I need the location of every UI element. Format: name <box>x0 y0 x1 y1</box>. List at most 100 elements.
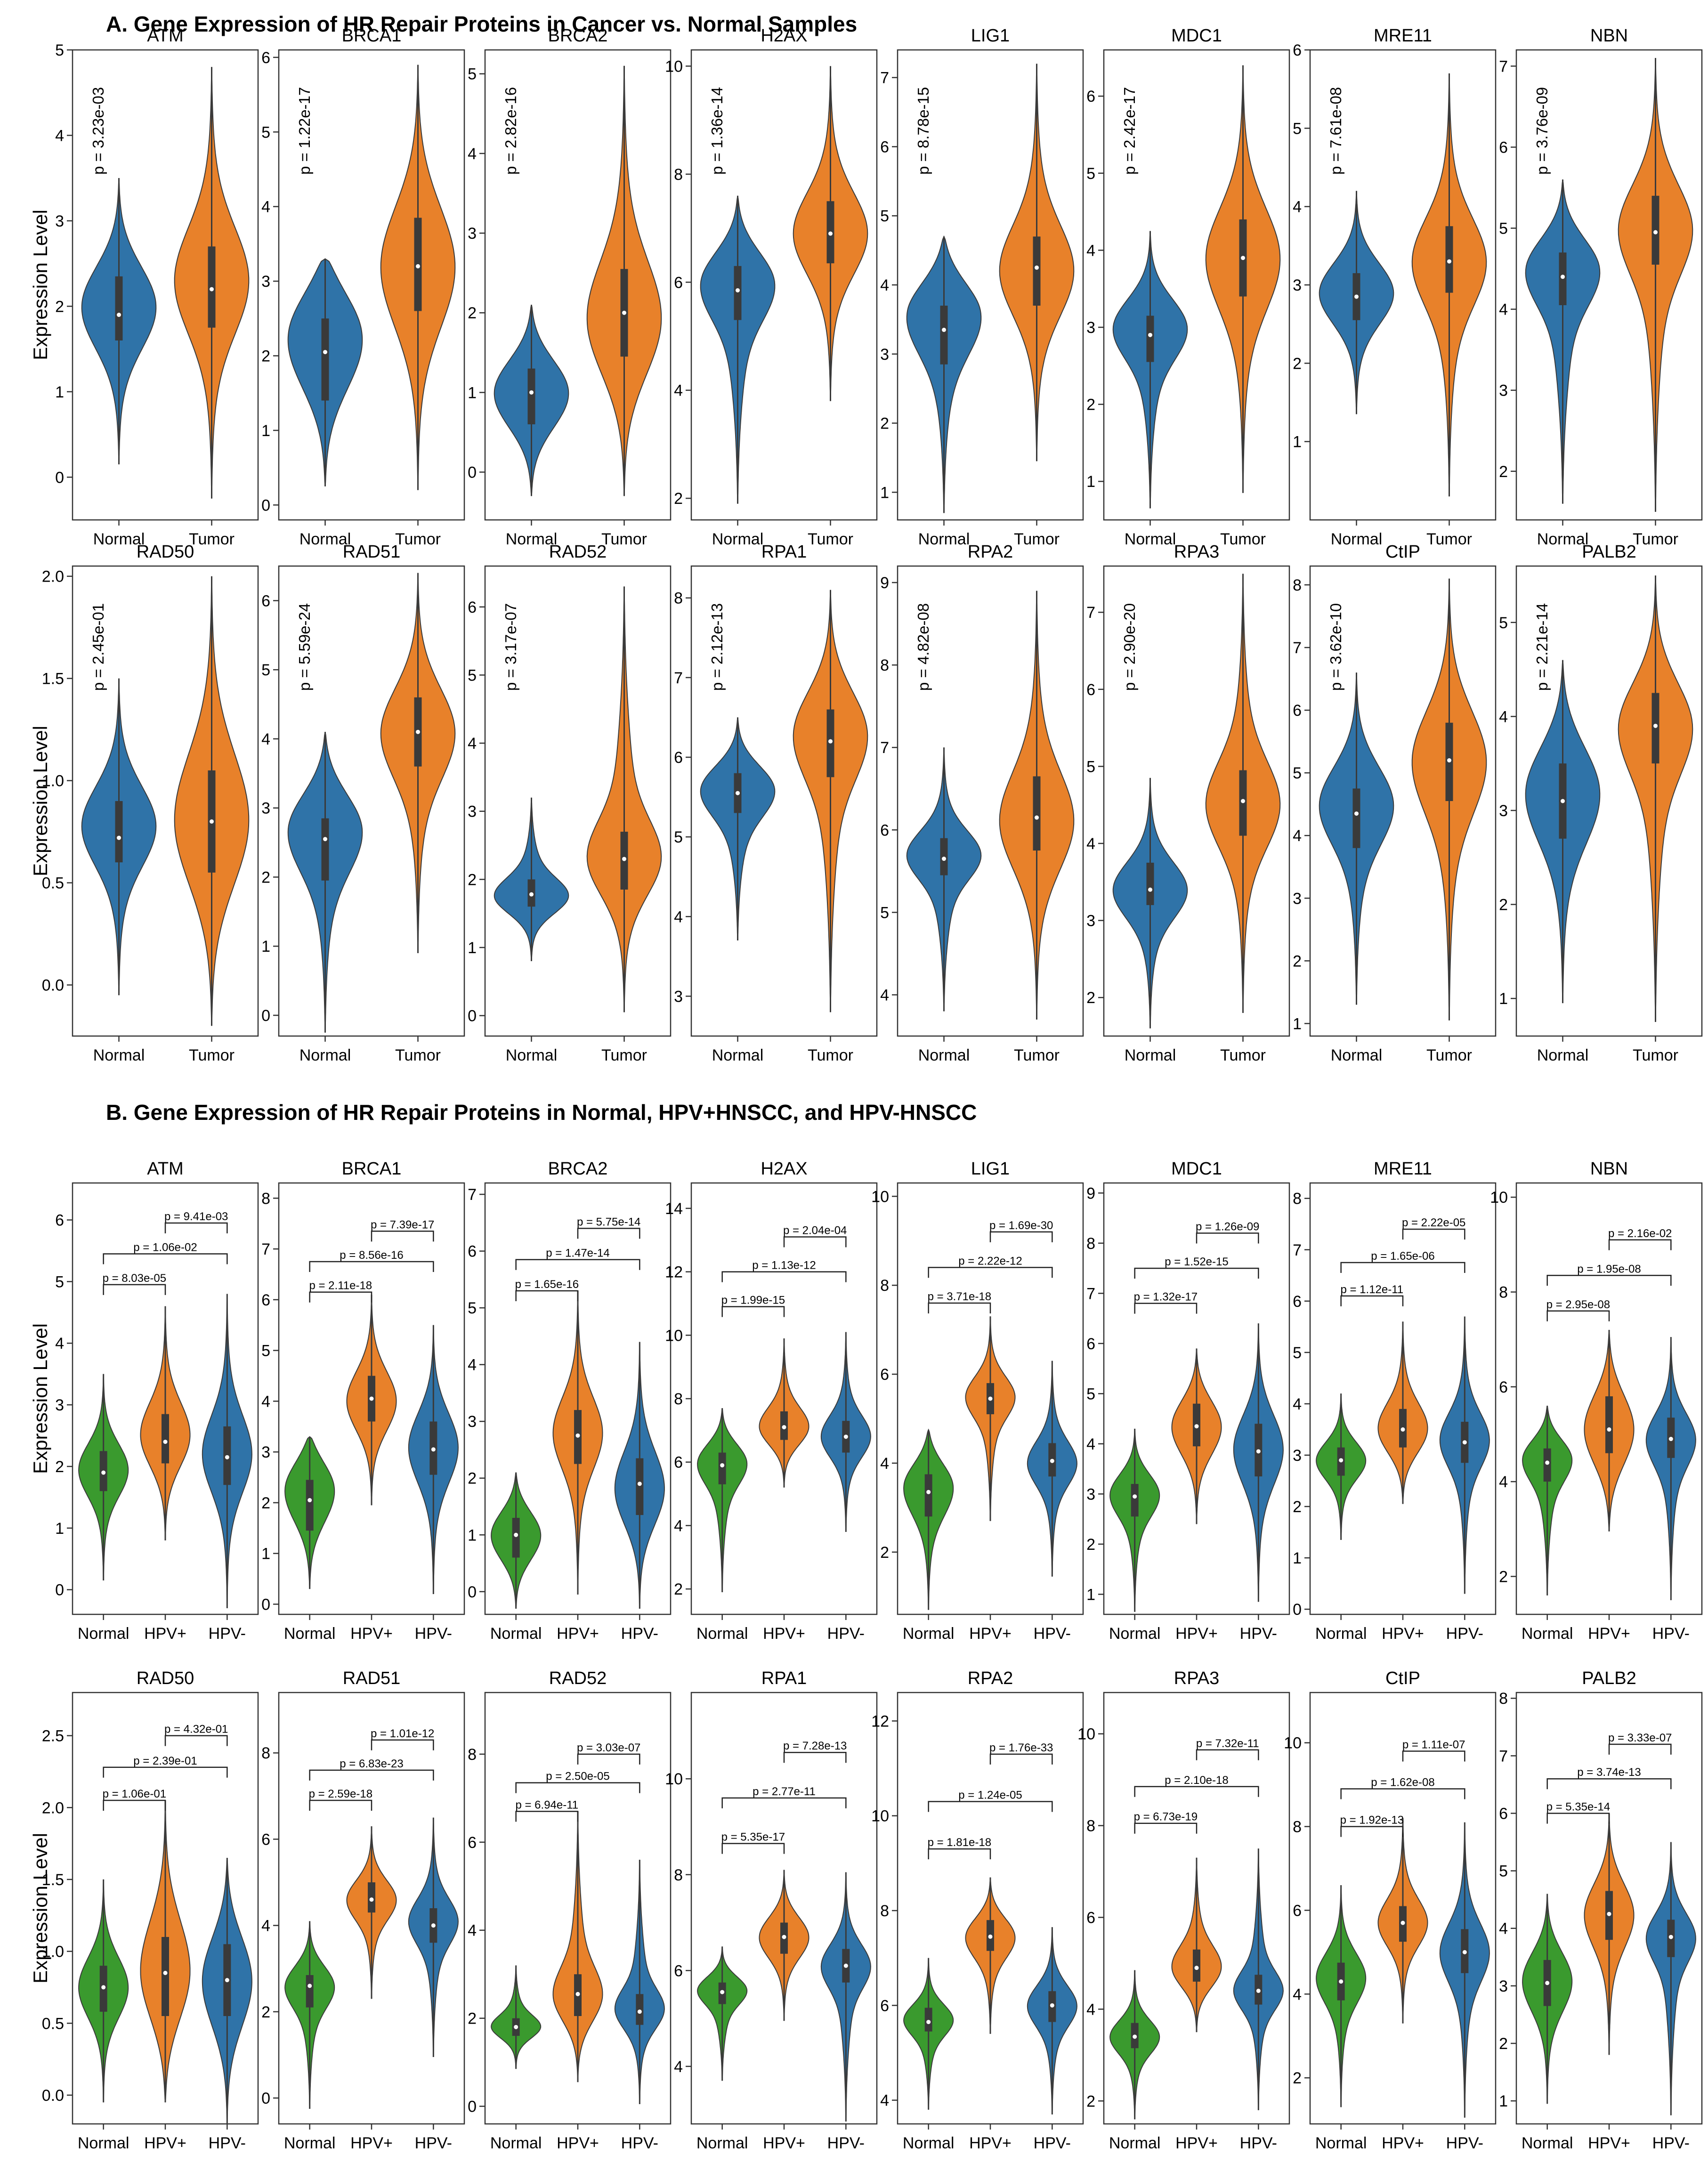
violin-box <box>321 318 329 401</box>
x-tick-label: Normal <box>1331 530 1383 548</box>
x-tick-label: HPV- <box>1034 1625 1071 1643</box>
x-tick-label: Normal <box>506 530 558 548</box>
panel-title: RPA1 <box>761 542 807 562</box>
y-tick-label: 3 <box>1293 890 1302 907</box>
x-tick-label: HPV- <box>827 1625 865 1643</box>
bracket-p-label: p = 2.04e-04 <box>783 1224 847 1237</box>
median-marker <box>843 1963 848 1968</box>
y-tick-label: 0.0 <box>42 977 64 995</box>
x-tick-label: HPV- <box>1652 1625 1690 1643</box>
significance-bracket <box>577 1753 640 1765</box>
x-tick-label: HPV+ <box>763 1625 805 1643</box>
violin-box <box>368 1882 375 1913</box>
x-tick-label: Tumor <box>1426 1046 1472 1064</box>
panel-title: BRCA1 <box>342 26 402 46</box>
median-marker <box>163 1440 168 1444</box>
significance-bracket <box>721 1306 785 1317</box>
violin-box <box>636 1458 644 1515</box>
y-tick-label: 8 <box>261 1744 270 1762</box>
y-tick-label: 8 <box>1499 1690 1508 1708</box>
p-value-annotation: p = 2.12e-13 <box>708 603 726 691</box>
median-marker <box>1241 799 1245 803</box>
x-tick-label: Normal <box>712 1046 764 1064</box>
bracket-p-label: p = 2.10e-18 <box>1165 1774 1228 1787</box>
median-marker <box>210 287 214 292</box>
panel-title: BRCA1 <box>342 1159 402 1179</box>
y-tick-label: 5 <box>261 661 270 679</box>
y-tick-label: 6 <box>880 1366 889 1384</box>
y-tick-label: 14 <box>665 1200 683 1218</box>
median-marker <box>1339 1458 1344 1463</box>
bracket-p-label: p = 6.94e-11 <box>515 1798 578 1811</box>
x-tick-label: Normal <box>903 1625 955 1643</box>
y-tick-label: 5 <box>55 1273 64 1291</box>
y-tick-label: 4 <box>468 735 477 753</box>
x-tick-label: Normal <box>1522 2134 1573 2152</box>
y-tick-label: 4 <box>880 1455 889 1473</box>
axes-frame <box>1515 565 1703 1037</box>
panel-b-h2ax: 2 4 6 8 10 12 14 H2AX Normal HPV+ HPV-p = 1.99e-15… <box>665 1159 878 1643</box>
x-tick-label: HPV- <box>621 1625 658 1643</box>
y-tick-label: 3 <box>468 1413 477 1431</box>
panel-a-atm: 0 1 2 3 4 5 ATM Expression Level Normal Tumor p = … <box>29 26 259 548</box>
y-tick-label: 10 <box>665 1327 683 1345</box>
y-tick-label: 1 <box>1499 990 1508 1008</box>
panel-b-rad52: 0 2 4 6 8 RAD52 Normal HPV+ HPV-p = 6.94e-11 p = … <box>468 1669 672 2152</box>
panel-title: H2AX <box>761 26 807 46</box>
median-marker <box>637 1482 642 1486</box>
y-tick-label: 4 <box>55 1335 64 1353</box>
y-tick-label: 4 <box>880 276 889 294</box>
bracket-p-label: p = 1.95e-08 <box>1577 1263 1641 1275</box>
panel-a-h2ax: 2 4 6 8 10 H2AX Normal Tumor p = 1.36e-14 <box>665 26 878 548</box>
y-tick-label: 1.0 <box>42 1943 64 1961</box>
x-tick-label: HPV- <box>209 2134 246 2152</box>
y-tick-label: 6 <box>1499 138 1508 156</box>
y-tick-label: 6 <box>261 1831 270 1848</box>
x-tick-label: HPV- <box>1240 1625 1277 1643</box>
y-tick-label: 6 <box>1086 1335 1095 1353</box>
bracket-p-label: p = 1.13e-12 <box>752 1259 816 1272</box>
y-tick-label: 3 <box>1499 1977 1508 1995</box>
y-tick-label: 10 <box>665 1770 683 1788</box>
y-axis-label: Expression Level <box>29 210 51 360</box>
y-tick-label: 5 <box>261 123 270 141</box>
y-tick-label: 7 <box>1499 57 1508 75</box>
median-marker <box>323 350 327 355</box>
y-tick-label: 3 <box>1293 276 1302 294</box>
median-marker <box>575 1992 580 1996</box>
x-tick-label: HPV+ <box>350 1625 393 1643</box>
y-tick-label: 4 <box>1086 1435 1095 1453</box>
median-marker <box>1607 1427 1611 1432</box>
significance-bracket <box>1340 1826 1404 1837</box>
x-tick-label: Normal <box>1537 1046 1589 1064</box>
x-tick-label: HPV- <box>1652 2134 1690 2152</box>
y-tick-label: 2 <box>1086 2092 1095 2110</box>
y-tick-label: 5 <box>55 41 64 59</box>
bracket-p-label: p = 2.22e-05 <box>1402 1216 1465 1229</box>
significance-bracket <box>515 1259 640 1270</box>
axes-frame <box>690 49 878 521</box>
y-tick-label: 6 <box>674 1962 683 1980</box>
y-tick-label: 5 <box>468 1299 477 1317</box>
median-marker <box>308 1498 312 1503</box>
y-tick-label: 2.0 <box>42 568 64 586</box>
y-tick-label: 8 <box>1293 576 1302 594</box>
bracket-p-label: p = 1.69e-30 <box>989 1219 1053 1232</box>
panel-title: RAD51 <box>343 542 401 562</box>
median-marker <box>1545 1981 1550 1985</box>
y-tick-label: 1 <box>468 1526 477 1544</box>
y-tick-label: 4 <box>1086 242 1095 259</box>
significance-bracket <box>371 1231 434 1242</box>
bracket-p-label: p = 1.06e-02 <box>133 1241 197 1254</box>
y-tick-label: 8 <box>880 1902 889 1920</box>
bracket-p-label: p = 5.75e-14 <box>577 1215 640 1228</box>
x-tick-label: HPV+ <box>1175 1625 1218 1643</box>
y-tick-label: 4 <box>674 2058 683 2076</box>
median-marker <box>369 1396 374 1401</box>
panel-title: RAD50 <box>137 1669 194 1688</box>
violin-box <box>527 368 535 425</box>
significance-bracket <box>721 1271 847 1282</box>
y-tick-label: 4 <box>1499 708 1508 726</box>
significance-bracket <box>103 1799 166 1811</box>
y-tick-label: 4 <box>1086 835 1095 853</box>
